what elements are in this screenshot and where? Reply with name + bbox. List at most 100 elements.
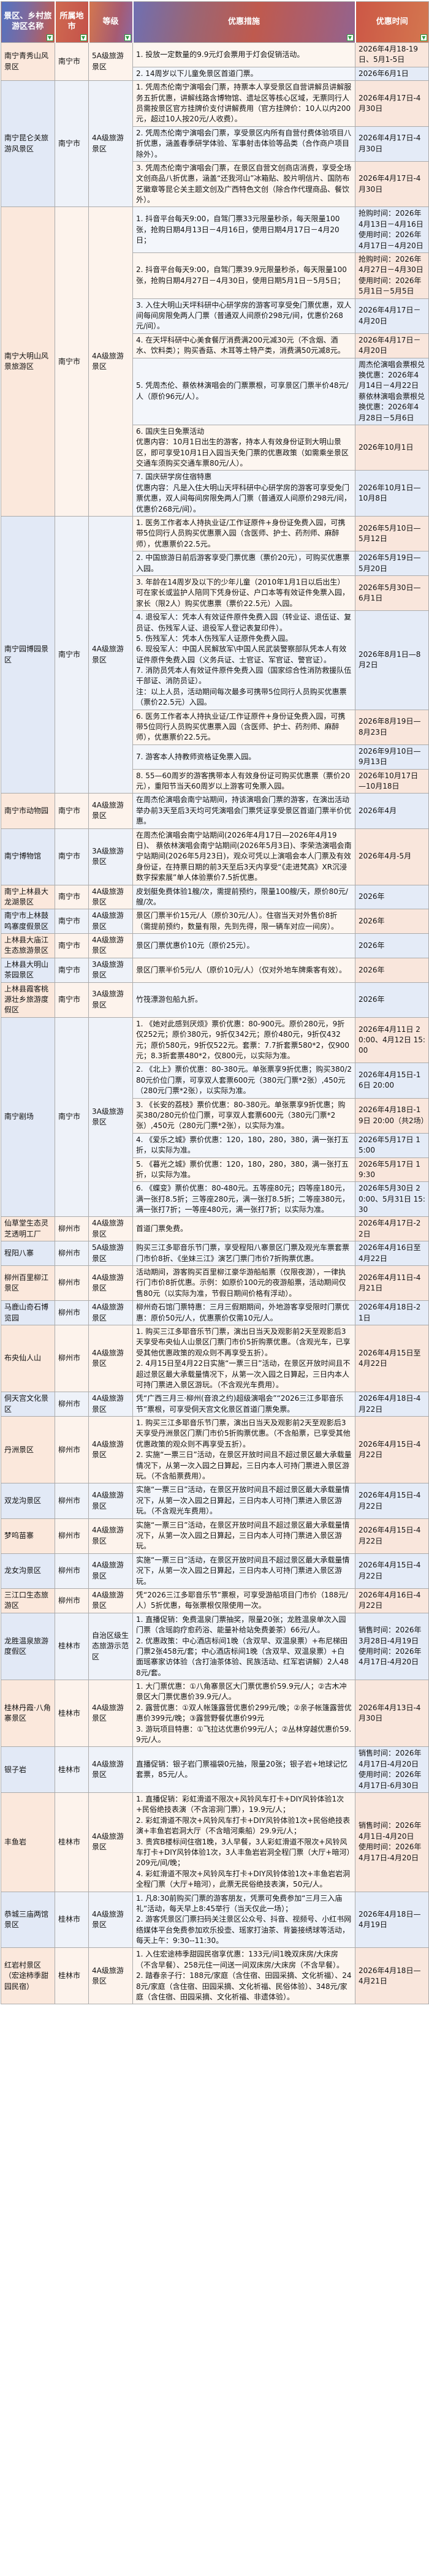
grade-cell: 4A级旅游景区: [88, 516, 133, 794]
table-row: 双龙沟景区 柳州市 4A级旅游景区 实施“一票三日”活动，在景区开放时间且不超过景区最…: [1, 1483, 429, 1519]
city-cell: 柳州市: [55, 1518, 89, 1554]
measure-cell: 4. 在天坪科研中心美食餐厅消费满200元减30元（不含烟、酒水、饮料类）；购买…: [132, 333, 355, 358]
header-grade: 等级 ▼: [88, 1, 134, 43]
city-cell: 桂林市: [55, 1891, 89, 1949]
measure-cell: 1. 医务工作者本人持执业证/工作证原件+身份证免费入园，可携带5位同行人员购买…: [132, 516, 355, 552]
table-row: 2. 抖音平台每天9:00，自驾门票39.9元限量秒杀，每天限量100张，抢购日…: [1, 252, 429, 299]
time-cell: 抢购时间：2026年4月13日－4月16日 使用时间：2026年4月17日－4月…: [355, 206, 429, 254]
time-cell: 2026年10月1日—10月8日: [355, 470, 429, 517]
city-cell: 柳州市: [55, 1216, 89, 1242]
area-name-cell: 南宁昆仑关旅游风景区: [1, 80, 55, 208]
city-cell: 南宁市: [55, 80, 89, 208]
area-name-cell: 丹洲景区: [1, 1416, 55, 1484]
measure-cell: 1. 《她对此感到厌烦》票价优惠：80-900元。原价280元，9折仅252元；…: [132, 1017, 355, 1064]
time-cell: 2026年5月17日 15:00: [355, 1132, 429, 1158]
area-name-cell: 红岩村景区（宏途柿季甜园民宿）: [1, 1947, 55, 2005]
measure-cell: 1. 抖音平台每天9:00，自驾门票33元限量秒杀，每天限量100张，抢购日期4…: [132, 206, 355, 254]
measure-cell: 6. 《蝶变》票价优惠：80-480元。五等座80元；四等座180元，满一张打8…: [132, 1181, 355, 1218]
area-name-cell: 马鹿山奇石博览园: [1, 1300, 55, 1325]
table-row: 5. 凭周杰伦、蔡依林演唱会的门票票根，可享景区门票半价48元/人（原价96元/…: [1, 357, 429, 425]
table-row: 3. 入住大明山天坪科研中心研学房的游客可享受免门票优惠，双人间每间房限免两人门…: [1, 298, 429, 334]
table-row: 上林县霞客桃源壮乡旅游度假区 南宁市 3A级旅游景区 竹筏漂游包船九折。 2026年: [1, 982, 429, 1018]
table-row: 6. 医务工作者本人持执业证/工作证原件+身份证免费入园，可携带5位同行人员购买…: [1, 709, 429, 745]
time-cell: 2026年: [355, 933, 429, 958]
city-cell: 南宁市: [55, 884, 89, 910]
table-row: 南宁剧场 南宁市 3A级旅游景区 1. 《她对此感到厌烦》票价优惠：80-900元。原…: [1, 1017, 429, 1218]
grade-cell: 3A级旅游景区: [88, 1017, 133, 1218]
area-name-cell: 龙胜温泉旅游度假区: [1, 1612, 55, 1681]
grade-cell: 3A级旅游景区: [88, 957, 133, 983]
time-cell: 抢购时间：2026年4月27日－4月30日 使用时间：2026年5月1日－5月5…: [355, 252, 429, 299]
measure-cell: 1. 凭周杰伦南宁演唱会门票，持票本人享受景区自营讲解员讲解服务五折优惠，讲解线…: [132, 80, 355, 127]
grade-cell: 4A级旅游景区: [88, 1553, 133, 1589]
table-row: 龙胜温泉旅游度假区 桂林市 自治区级生态旅游示范区 1. 直播促销：免费温泉门票抽奖，…: [1, 1612, 429, 1681]
table-row: 梦呜苗寨 柳州市 4A级旅游景区 实施“一票三日”活动，在景区开放时间且不超过景区最大…: [1, 1518, 429, 1554]
measure-cell: 柳州奇石馆门票特惠：三月三假期期间，外地游客享受限时门票优惠：原价50元/人，优…: [132, 1300, 355, 1325]
table-row: 上林县大庙江生态旅游景区 南宁市 4A级旅游景区 景区门票优惠价10元（原价25元）。…: [1, 933, 429, 958]
measure-cell: 在周杰伦演唱会南宁站期间(2026年4月17日—2026年4月19日)、 蔡依林…: [132, 828, 355, 885]
filter-dropdown-icon[interactable]: ▼: [420, 34, 427, 41]
city-cell: 南宁市: [55, 982, 89, 1018]
discount-table-page: 景区、乡村旅游区名称 ▼ 所属地市 ▼ 等级 ▼ 优惠措施 ▼ 优惠时间 ▼: [1, 1, 429, 2005]
measure-cell: 首道门票免费。: [132, 1216, 355, 1242]
time-cell: 2026年4月17日-22日: [355, 1216, 429, 1242]
area-name-cell: 龙女沟景区: [1, 1553, 55, 1589]
area-name-cell: 上林县大庙江生态旅游景区: [1, 933, 55, 958]
time-cell: 2026年4月18日—4月21日: [355, 1947, 429, 2005]
measure-cell: 6. 医务工作者本人持执业证/工作证原件+身份证免费入园，可携带5位同行人员购买…: [132, 709, 355, 745]
grade-cell: 4A级旅游景区: [88, 793, 133, 829]
grade-cell: 4A级旅游景区: [88, 1518, 133, 1554]
filter-dropdown-icon[interactable]: ▼: [124, 34, 131, 41]
filter-dropdown-icon[interactable]: ▼: [80, 34, 87, 41]
table-row: 4. 在天坪科研中心美食餐厅消费满200元减30元（不含烟、酒水、饮料类）；购买…: [1, 333, 429, 358]
measure-cell: 2. 14周岁以下儿童免景区首道门票。: [132, 66, 355, 81]
city-cell: 柳州市: [55, 1324, 89, 1393]
city-cell: 南宁市: [55, 793, 89, 829]
grade-cell: 4A级旅游景区: [88, 206, 133, 517]
measure-cell: 4. 《爱乐之城》票价优惠：120，180，280，380，满一张打五折，以实际…: [132, 1132, 355, 1158]
area-name-cell: 三江口生态旅游区: [1, 1588, 55, 1613]
grade-cell: 4A级旅游景区: [88, 933, 133, 958]
measure-cell: 购买三江多耶音乐节门票，享受程阳八寨景区门票及观光车票套票门市价8折、《坐妹三江…: [132, 1241, 355, 1267]
table-row: 4. 退役军人：凭本人有效证件原件免费入园（转业证、退伍证、复员证、伤残军人证、…: [1, 610, 429, 710]
measure-cell: 活动期间，游客购买百里柳江豪华游船船票（仅限夜游），一律执行门市价8折优惠。示例…: [132, 1265, 355, 1301]
city-cell: 柳州市: [55, 1416, 89, 1484]
city-cell: 南宁市: [55, 828, 89, 885]
area-name-cell: 桂林丹霞·八角寨景区: [1, 1680, 55, 1748]
table-row: 3. 年龄在14周岁及以下的少年儿童（2010年1月1日以后出生）可在家长或监护…: [1, 575, 429, 612]
area-name-cell: 南宁园博园景区: [1, 516, 55, 794]
time-cell: 2026年8月19日—8月23日: [355, 709, 429, 745]
table-row: 丹洲景区 柳州市 4A级旅游景区 1. 购买三江多耶音乐节门票，演出日当天及观影前2天…: [1, 1416, 429, 1484]
header-measures-label: 优惠措施: [227, 17, 260, 26]
city-cell: 柳州市: [55, 1300, 89, 1325]
header-scenic-area-label: 景区、乡村旅游区名称: [4, 12, 52, 31]
city-cell: 南宁市: [55, 42, 89, 81]
area-name-cell: 双龙沟景区: [1, 1483, 55, 1519]
area-name-cell: 南宁大明山风景旅游区: [1, 206, 55, 517]
measure-cell: 2. 凭周杰伦南宁演唱会门票，享受景区内所有自营付费体验项目八折优惠，涵盖春季研…: [132, 126, 355, 162]
grade-cell: 4A级旅游景区: [88, 1416, 133, 1484]
time-cell: 2026年10月17日—10月18日: [355, 768, 429, 794]
filter-dropdown-icon[interactable]: ▼: [46, 34, 53, 41]
header-row: 景区、乡村旅游区名称 ▼ 所属地市 ▼ 等级 ▼ 优惠措施 ▼ 优惠时间 ▼: [1, 1, 429, 43]
table-row: 桂林丹霞·八角寨景区 桂林市 4A级旅游景区 1. 大门票优惠：①八角寨景区大门票优惠…: [1, 1680, 429, 1748]
measure-cell: 直播促销：银子岩门票福袋0元抽，限量20张；银子岩+地球记忆套票，85元/人。: [132, 1746, 355, 1793]
table-row: 上林县大明山茶园景区 南宁市 3A级旅游景区 景区门票半价5元/人（原价10元/人）（…: [1, 957, 429, 983]
time-cell: 2026年4月17日-4月30日: [355, 161, 429, 208]
filter-dropdown-icon[interactable]: ▼: [346, 34, 354, 41]
measure-cell: 1. 购买三江多耶音乐节门票，演出日当天及观影前2天至观影后3天享受布央仙人山景…: [132, 1324, 355, 1393]
time-cell: 2026年4月11日-4月21日: [355, 1265, 429, 1301]
table-row: 布央仙人山 柳州市 4A级旅游景区 1. 购买三江多耶音乐节门票，演出日当天及观影前2…: [1, 1324, 429, 1393]
time-cell: 2026年4月: [355, 793, 429, 829]
time-cell: 2026年5月17日 19:30: [355, 1157, 429, 1183]
city-cell: 南宁市: [55, 933, 89, 958]
area-name-cell: 丰鱼岩: [1, 1792, 55, 1892]
time-cell: 2026年4月18日—4月19日: [355, 1891, 429, 1949]
area-name-cell: 南宁市上林鼓鸣寨度假景区: [1, 909, 55, 934]
measure-cell: 1. 入住宏途柿季甜园民宿享优惠：133元/间1晚双床房/大床房（不含早餐）、2…: [132, 1947, 355, 2005]
time-cell: 2026年: [355, 884, 429, 910]
measure-cell: 景区门票优惠价10元（原价25元）。: [132, 933, 355, 958]
header-scenic-area-name: 景区、乡村旅游区名称 ▼: [1, 1, 56, 43]
grade-cell: 自治区级生态旅游示范区: [88, 1612, 133, 1681]
table-row: 南宁大明山风景旅游区 南宁市 4A级旅游景区 1. 抖音平台每天9:00，自驾门票33…: [1, 206, 429, 517]
